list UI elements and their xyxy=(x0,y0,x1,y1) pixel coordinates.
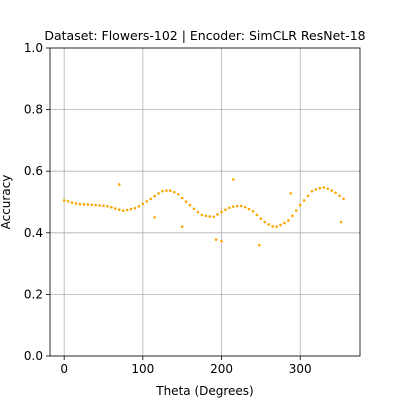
point xyxy=(98,204,101,207)
point xyxy=(94,203,97,207)
point xyxy=(102,204,105,207)
point xyxy=(294,209,298,212)
point xyxy=(212,215,215,219)
point xyxy=(137,205,141,208)
point xyxy=(149,197,153,201)
y-axis-label: Accuracy xyxy=(0,175,13,230)
point xyxy=(86,203,90,206)
point xyxy=(314,188,318,191)
point xyxy=(121,209,125,212)
point xyxy=(176,193,180,196)
point xyxy=(153,194,156,198)
point xyxy=(220,239,223,243)
point xyxy=(165,189,168,192)
point xyxy=(216,213,219,216)
point xyxy=(180,196,184,200)
point xyxy=(129,207,133,211)
point xyxy=(192,207,196,211)
point xyxy=(188,203,192,207)
point xyxy=(235,204,239,208)
point xyxy=(267,223,271,226)
point xyxy=(74,202,78,205)
point xyxy=(279,223,282,227)
x-tick-label: 200 xyxy=(210,362,233,376)
point xyxy=(110,205,113,209)
point xyxy=(251,209,255,213)
point xyxy=(289,192,293,195)
x-tick-label: 0 xyxy=(60,362,68,376)
point xyxy=(90,203,94,207)
y-tick-label: 0.8 xyxy=(24,103,43,117)
point xyxy=(62,199,66,202)
y-tick-label: 0.2 xyxy=(24,287,43,301)
point xyxy=(169,189,172,192)
point xyxy=(145,200,149,203)
point xyxy=(180,225,184,228)
point xyxy=(326,187,330,191)
point xyxy=(208,215,212,218)
point xyxy=(339,220,343,224)
point xyxy=(275,225,278,228)
chart-title: Dataset: Flowers-102 | Encoder: SimCLR R… xyxy=(44,28,365,43)
point xyxy=(153,216,156,219)
point xyxy=(298,203,302,207)
point xyxy=(318,186,322,190)
point xyxy=(247,207,251,211)
point xyxy=(204,214,208,218)
point xyxy=(70,201,74,204)
point xyxy=(220,210,223,214)
point xyxy=(78,202,82,206)
point xyxy=(224,208,227,211)
point xyxy=(283,221,286,225)
point xyxy=(173,190,176,194)
y-tick-label: 1.0 xyxy=(24,41,43,55)
point xyxy=(232,178,235,181)
point xyxy=(302,199,306,202)
plot-frame xyxy=(49,47,361,357)
point xyxy=(255,213,259,217)
point xyxy=(306,194,310,198)
x-tick-label: 300 xyxy=(289,362,312,376)
point xyxy=(66,200,70,203)
point xyxy=(82,203,86,206)
point xyxy=(200,213,204,217)
point xyxy=(117,208,121,211)
x-axis-label: Theta (Degrees) xyxy=(155,384,253,398)
point xyxy=(228,206,231,210)
point xyxy=(214,238,218,241)
point xyxy=(117,183,121,186)
point xyxy=(322,186,326,189)
point xyxy=(141,202,145,206)
point xyxy=(291,214,294,218)
point xyxy=(125,208,129,212)
point xyxy=(161,189,164,193)
point xyxy=(114,207,117,210)
point xyxy=(243,205,247,209)
point xyxy=(239,204,243,208)
point xyxy=(133,206,137,210)
point xyxy=(259,217,263,220)
point xyxy=(157,192,160,195)
point xyxy=(338,194,341,198)
y-tick-label: 0.4 xyxy=(24,226,43,240)
point xyxy=(342,197,345,201)
y-tick-label: 0.6 xyxy=(24,164,43,178)
x-tick-label: 100 xyxy=(131,362,154,376)
point xyxy=(184,200,188,203)
point xyxy=(232,205,235,208)
point xyxy=(106,205,109,208)
point xyxy=(334,191,337,195)
point xyxy=(271,225,274,228)
point xyxy=(310,189,314,193)
point xyxy=(330,189,333,192)
point xyxy=(263,220,267,224)
point xyxy=(257,243,261,247)
y-tick-label: 0.0 xyxy=(24,349,43,363)
point xyxy=(196,210,200,214)
point xyxy=(287,219,290,222)
